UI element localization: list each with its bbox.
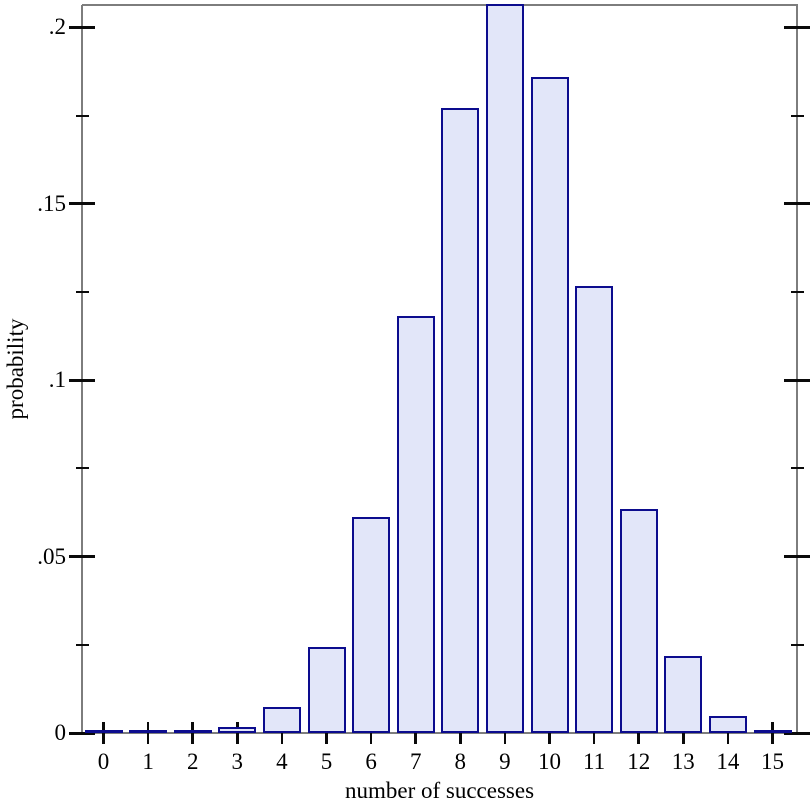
bar-6 xyxy=(352,517,391,733)
bar-10 xyxy=(530,77,569,733)
y-major-tick-right xyxy=(784,731,810,735)
plot-frame-right-axis xyxy=(796,5,798,733)
x-tick-9 xyxy=(503,722,507,744)
x-axis-title: number of successes xyxy=(344,778,535,803)
y-major-tick-left xyxy=(69,555,95,559)
y-major-tick-right xyxy=(784,202,810,206)
x-tick-2 xyxy=(191,722,194,744)
x-tick-3 xyxy=(236,722,239,744)
y-minor-tick-left xyxy=(75,114,89,117)
bar-3 xyxy=(218,727,257,733)
x-tick-label-4: 4 xyxy=(276,749,288,774)
plot-frame-top xyxy=(82,4,798,6)
x-tick-0 xyxy=(102,722,105,744)
x-tick-6 xyxy=(369,722,373,744)
x-tick-1 xyxy=(146,722,150,744)
y-minor-tick-right xyxy=(790,467,804,470)
x-tick-12 xyxy=(637,722,640,744)
bar-9 xyxy=(485,4,524,733)
x-tick-10 xyxy=(548,722,551,744)
y-tick-label: .05 xyxy=(37,543,66,569)
x-tick-15 xyxy=(771,722,774,744)
y-major-tick-right xyxy=(784,555,810,559)
x-tick-11 xyxy=(592,722,596,744)
x-tick-8 xyxy=(459,722,462,744)
x-tick-14 xyxy=(726,722,730,744)
x-tick-label-5: 5 xyxy=(320,749,333,774)
x-tick-13 xyxy=(682,722,685,744)
bar-7 xyxy=(396,316,435,733)
x-tick-4 xyxy=(280,722,284,744)
x-tick-label-14: 14 xyxy=(716,749,740,774)
y-major-tick-right xyxy=(784,378,810,382)
x-tick-label-10: 10 xyxy=(538,749,561,774)
y-minor-tick-right xyxy=(790,643,804,646)
y-tick-label: .2 xyxy=(48,14,66,40)
bar-0 xyxy=(84,730,123,733)
y-axis-line xyxy=(81,5,83,733)
x-tick-label-3: 3 xyxy=(231,749,244,774)
bar-11 xyxy=(575,286,614,733)
bar-5 xyxy=(307,647,346,733)
y-minor-tick-right xyxy=(790,291,804,293)
y-minor-tick-left xyxy=(75,643,89,646)
bar-12 xyxy=(619,509,658,733)
x-tick-label-12: 12 xyxy=(627,749,651,774)
x-tick-label-15: 15 xyxy=(761,749,784,774)
bar-13 xyxy=(664,656,703,733)
x-tick-label-2: 2 xyxy=(186,749,199,774)
x-tick-label-8: 8 xyxy=(454,749,467,774)
y-major-tick-right xyxy=(784,25,810,29)
bar-15 xyxy=(753,730,792,733)
bar-1 xyxy=(129,730,168,733)
y-tick-label: .15 xyxy=(37,190,66,216)
x-tick-label-9: 9 xyxy=(499,749,511,774)
bar-8 xyxy=(441,108,480,733)
y-minor-tick-left xyxy=(75,291,89,293)
x-tick-label-6: 6 xyxy=(365,749,377,774)
y-tick-label: .1 xyxy=(48,367,66,393)
y-major-tick-left xyxy=(69,731,95,735)
y-major-tick-left xyxy=(69,25,95,29)
bar-14 xyxy=(708,716,747,733)
y-axis-title: probability xyxy=(3,318,28,420)
x-tick-7 xyxy=(414,722,417,744)
x-tick-label-0: 0 xyxy=(97,749,110,774)
y-minor-tick-left xyxy=(75,467,89,470)
bar-2 xyxy=(173,730,212,733)
y-minor-tick-right xyxy=(790,114,804,117)
x-tick-label-13: 13 xyxy=(671,749,695,774)
y-major-tick-left xyxy=(69,378,95,382)
x-tick-label-7: 7 xyxy=(409,749,422,774)
y-tick-label: 0 xyxy=(54,720,67,745)
x-axis-baseline xyxy=(82,732,798,734)
x-tick-5 xyxy=(325,722,328,744)
bar-4 xyxy=(262,707,301,733)
y-major-tick-left xyxy=(69,202,95,206)
x-tick-label-11: 11 xyxy=(583,749,606,774)
x-tick-label-1: 1 xyxy=(142,749,154,774)
